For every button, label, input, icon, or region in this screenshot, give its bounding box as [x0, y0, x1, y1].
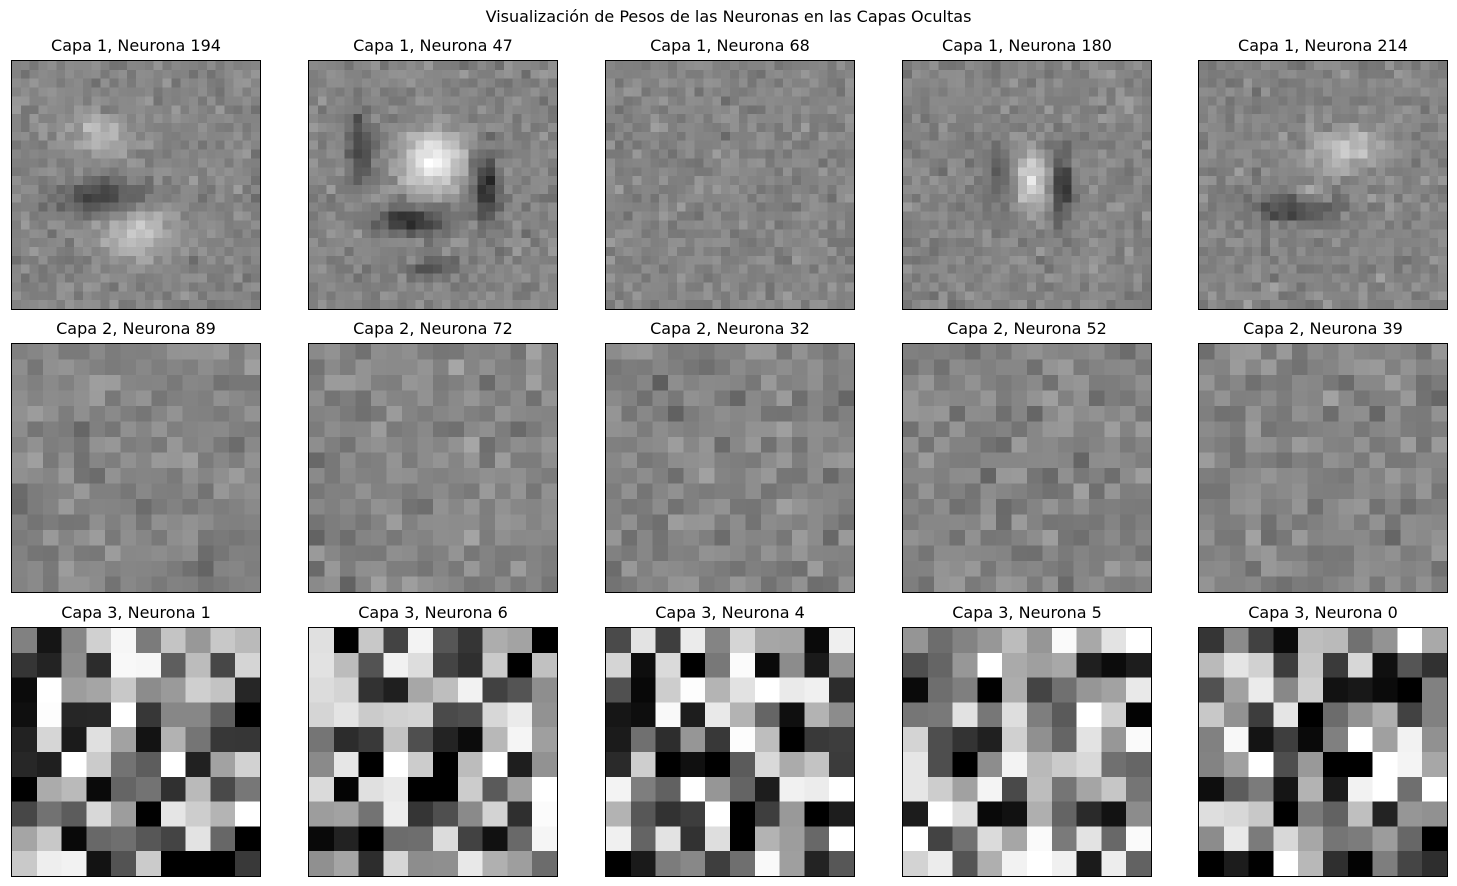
weight-heatmap: [11, 343, 261, 593]
panel-title: Capa 3, Neurona 0: [1248, 603, 1398, 622]
heatmap-canvas: [606, 61, 854, 309]
heatmap-canvas: [1199, 628, 1447, 876]
panel-title: Capa 2, Neurona 39: [1243, 319, 1403, 338]
heatmap-canvas: [1199, 61, 1447, 309]
weight-heatmap: [11, 627, 261, 877]
panel-title: Capa 3, Neurona 5: [952, 603, 1102, 622]
heatmap-canvas: [12, 628, 260, 876]
weight-heatmap: [902, 343, 1152, 593]
panel-title: Capa 3, Neurona 4: [655, 603, 805, 622]
panel-title: Capa 1, Neurona 180: [942, 36, 1112, 55]
weight-heatmap: [1198, 343, 1448, 593]
heatmap-canvas: [606, 344, 854, 592]
heatmap-canvas: [903, 628, 1151, 876]
weight-heatmap: [605, 343, 855, 593]
weight-heatmap: [1198, 627, 1448, 877]
panel-title: Capa 2, Neurona 32: [650, 319, 810, 338]
weight-heatmap: [308, 343, 558, 593]
figure-title: Visualización de Pesos de las Neuronas e…: [485, 7, 972, 26]
panel-title: Capa 1, Neurona 68: [650, 36, 810, 55]
panel-title: Capa 1, Neurona 47: [353, 36, 513, 55]
weight-heatmap: [1198, 60, 1448, 310]
panel-title: Capa 2, Neurona 52: [947, 319, 1107, 338]
weight-heatmap: [308, 627, 558, 877]
panel-title: Capa 3, Neurona 6: [358, 603, 508, 622]
heatmap-canvas: [309, 344, 557, 592]
heatmap-canvas: [1199, 344, 1447, 592]
panel-title: Capa 1, Neurona 194: [51, 36, 221, 55]
panel-title: Capa 2, Neurona 72: [353, 319, 513, 338]
heatmap-canvas: [903, 344, 1151, 592]
weight-heatmap: [308, 60, 558, 310]
weight-heatmap: [902, 60, 1152, 310]
weight-heatmap: [605, 60, 855, 310]
heatmap-canvas: [309, 61, 557, 309]
heatmap-canvas: [12, 344, 260, 592]
panel-title: Capa 2, Neurona 89: [56, 319, 216, 338]
weight-heatmap: [605, 627, 855, 877]
panel-title: Capa 3, Neurona 1: [61, 603, 211, 622]
weight-heatmap: [902, 627, 1152, 877]
panel-title: Capa 1, Neurona 214: [1238, 36, 1408, 55]
heatmap-canvas: [309, 628, 557, 876]
heatmap-canvas: [12, 61, 260, 309]
weight-heatmap: [11, 60, 261, 310]
heatmap-canvas: [903, 61, 1151, 309]
heatmap-canvas: [606, 628, 854, 876]
